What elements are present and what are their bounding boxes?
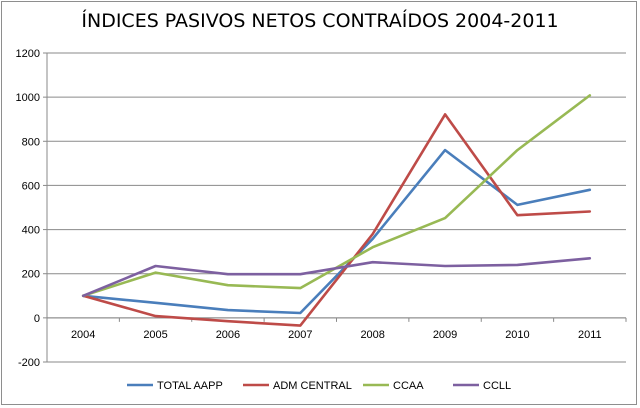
legend-label-1: ADM CENTRAL bbox=[273, 380, 352, 392]
grid-lines bbox=[47, 52, 626, 363]
chart-title: ÍNDICES PASIVOS NETOS CONTRAÍDOS 2004-20… bbox=[81, 10, 559, 32]
x-tick-label: 2007 bbox=[288, 329, 312, 341]
y-tick-label: 200 bbox=[22, 269, 40, 281]
series-line-0 bbox=[81, 148, 592, 315]
y-tick-labels: -200 0 200 400 600 800 1000 1200 bbox=[16, 48, 40, 369]
legend-label-2: CCAA bbox=[393, 380, 424, 392]
y-tick-label: 1000 bbox=[16, 92, 40, 104]
x-tick-label: 2009 bbox=[433, 329, 457, 341]
x-tick-label: 2011 bbox=[578, 329, 602, 341]
x-tick-labels: 2004 2005 2006 2007 2008 2009 2010 2011 bbox=[71, 329, 602, 341]
x-tick-label: 2006 bbox=[216, 329, 240, 341]
y-tick-label: 600 bbox=[22, 180, 40, 192]
y-tick-label: 0 bbox=[34, 313, 40, 325]
y-tick-label: -200 bbox=[18, 357, 40, 369]
legend-label-3: CCLL bbox=[483, 380, 511, 392]
x-tick-label: 2004 bbox=[71, 329, 95, 341]
y-tick-label: 400 bbox=[22, 225, 40, 237]
x-tick-label: 2010 bbox=[505, 329, 529, 341]
series-line-1 bbox=[81, 113, 592, 327]
series-lines bbox=[81, 94, 592, 327]
x-tick-label: 2008 bbox=[360, 329, 384, 341]
y-tick-label: 800 bbox=[22, 136, 40, 148]
legend-label-0: TOTAL AAPP bbox=[157, 380, 223, 392]
legend: TOTAL AAPP ADM CENTRAL CCAA CCLL bbox=[127, 380, 511, 392]
y-tick-label: 1200 bbox=[16, 48, 40, 60]
series-line-3 bbox=[81, 256, 592, 298]
x-tick-label: 2005 bbox=[143, 329, 167, 341]
axes bbox=[43, 52, 627, 363]
